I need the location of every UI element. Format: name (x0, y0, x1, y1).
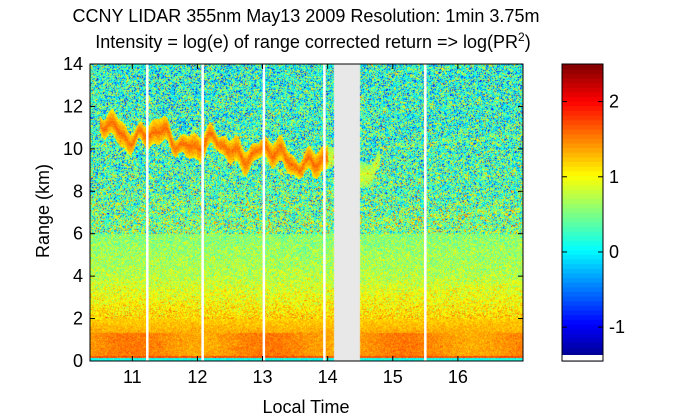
colorbar-swatch (562, 337, 603, 344)
title2-prefix: Intensity = log(e) of range corrected re… (95, 32, 518, 52)
colorbar-tick-label: 2 (609, 92, 619, 112)
colorbar-swatch (562, 77, 603, 84)
colorbar-tick-label: 0 (609, 242, 619, 262)
colorbar-swatch (562, 296, 603, 302)
y-tick-label: 4 (73, 266, 83, 286)
colorbar-swatch (562, 212, 603, 218)
colorbar-swatch (562, 152, 603, 158)
colorbar-swatch (562, 124, 603, 130)
colorbar-swatch (562, 87, 603, 93)
colorbar-swatch (562, 138, 603, 144)
colorbar-swatch (562, 128, 603, 135)
x-tick-label: 11 (123, 367, 142, 387)
colorbar-swatch (562, 64, 603, 70)
colorbar-swatch (562, 189, 603, 195)
colorbar-swatch (562, 115, 603, 121)
colorbar: -1 0 1 2 (561, 63, 625, 362)
colorbar-swatch (562, 240, 603, 246)
y-tick-label: 6 (73, 224, 83, 244)
colorbar-swatch (562, 96, 603, 102)
y-tick-label: 0 (73, 351, 83, 371)
colorbar-swatch (562, 156, 603, 163)
colorbar-bottom-blank (562, 355, 603, 361)
colorbar-swatch (562, 309, 603, 316)
x-tick-label: 16 (448, 367, 468, 387)
colorbar-swatch (562, 282, 603, 288)
colorbar-swatch (562, 300, 603, 306)
colorbar-swatch (562, 221, 603, 228)
colorbar-swatch (562, 119, 603, 125)
colorbar-swatch (562, 235, 603, 241)
colorbar-swatch (562, 170, 603, 176)
colorbar-swatch (562, 258, 603, 265)
y-tick-label: 8 (73, 181, 83, 201)
colorbar-swatch (562, 161, 603, 167)
colorbar-swatch (562, 198, 603, 204)
colorbar-swatch (562, 193, 603, 200)
colorbar-swatch (562, 351, 603, 357)
colorbar-tick-label: 1 (609, 167, 619, 187)
y-tick-label: 10 (63, 139, 83, 159)
colorbar-swatch (562, 323, 603, 330)
x-tick-label: 12 (187, 367, 207, 387)
colorbar-swatch (562, 142, 603, 149)
colorbar-swatch (562, 268, 603, 274)
plot-frame (89, 63, 524, 362)
colorbar-swatch (562, 226, 603, 232)
colorbar-swatch (562, 207, 603, 214)
colorbar-swatch (562, 101, 603, 107)
colorbar-swatch (562, 73, 603, 79)
colorbar-swatch (562, 333, 603, 339)
title2-sup: 2 (518, 30, 525, 44)
heatmap-plot-area: 11 12 13 14 15 16 0 2 4 6 8 10 12 14 (63, 54, 524, 387)
colorbar-swatch (562, 133, 603, 139)
colorbar-swatch (562, 105, 603, 112)
colorbar-swatch (562, 166, 603, 172)
colorbar-swatch (562, 314, 603, 320)
x-tick-label: 14 (318, 367, 338, 387)
colorbar-swatch (562, 68, 603, 74)
y-tick-label: 14 (63, 54, 83, 74)
x-axis-label: Local Time (262, 397, 349, 417)
colorbar-swatch (562, 110, 603, 116)
colorbar-swatch (562, 244, 603, 251)
colorbar-swatch (562, 319, 603, 325)
colorbar-swatch (562, 175, 603, 181)
colorbar-swatch (562, 249, 603, 255)
colorbar-frame (561, 63, 604, 362)
colorbar-swatch (562, 347, 603, 353)
colorbar-swatch (562, 305, 603, 311)
colorbar-swatch (562, 184, 603, 190)
heatmap-image (90, 64, 523, 361)
chart-title-line1: CCNY LIDAR 355nm May13 2009 Resolution: … (73, 6, 540, 26)
colorbar-swatch (562, 291, 603, 297)
colorbar-swatch (562, 263, 603, 269)
colorbar-swatch (562, 286, 603, 292)
colorbar-swatch (562, 342, 603, 348)
colorbar-swatch (562, 82, 603, 88)
y-tick-label: 12 (63, 96, 83, 116)
colorbar-swatch (562, 91, 603, 98)
colorbar-swatch (562, 272, 603, 279)
colorbar-swatch (562, 254, 603, 260)
colorbar-swatch (562, 231, 603, 237)
colorbar-swatch (562, 277, 603, 283)
y-axis-label: Range (km) (33, 164, 53, 258)
chart-title-line2: Intensity = log(e) of range corrected re… (95, 30, 530, 52)
x-tick-label: 15 (383, 367, 403, 387)
colorbar-swatch (562, 180, 603, 186)
colorbar-swatch (562, 217, 603, 223)
y-tick-label: 2 (73, 309, 83, 329)
colorbar-swatch (562, 203, 603, 209)
title2-suffix: ) (525, 32, 531, 52)
colorbar-tick-label: -1 (609, 317, 625, 337)
colorbar-swatch (562, 328, 603, 334)
x-tick-label: 13 (253, 367, 273, 387)
colorbar-swatch (562, 147, 603, 153)
